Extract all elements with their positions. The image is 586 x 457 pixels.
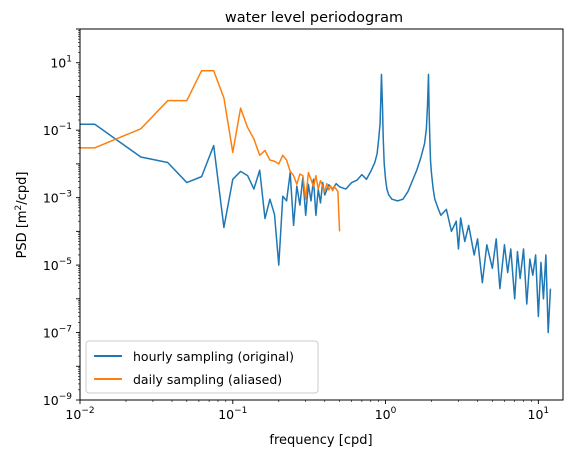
y-tick-label: 10−7 xyxy=(43,325,72,341)
y-axis-label: PSD [m2/cpd] xyxy=(14,172,30,259)
y-axis-label-sup: 2 xyxy=(14,205,24,211)
y-tick-label: 10−5 xyxy=(43,257,72,273)
x-tick-label: 100 xyxy=(375,406,397,422)
y-tick-label: 10−3 xyxy=(43,190,72,206)
series-line-0 xyxy=(80,73,552,334)
y-tick-label: 101 xyxy=(50,55,72,71)
plot-frame xyxy=(79,28,564,401)
legend-label-daily: daily sampling (aliased) xyxy=(133,372,282,387)
y-tick-label: 10−9 xyxy=(43,392,72,408)
legend-box xyxy=(85,340,319,394)
x-axis: 10−2 10−1 100 101 xyxy=(65,400,549,422)
legend: hourly sampling (original) daily samplin… xyxy=(85,340,319,394)
y-tick-label: 10−1 xyxy=(43,122,72,138)
legend-label-hourly: hourly sampling (original) xyxy=(133,349,294,364)
y-axis-label-tail: /cpd] xyxy=(15,172,30,205)
chart-title: water level periodogram xyxy=(225,10,403,26)
series-line-1 xyxy=(80,69,341,232)
x-tick-label: 10−1 xyxy=(218,406,247,422)
x-tick-label: 10−2 xyxy=(65,406,94,422)
y-axis: 10−9 10−7 10−5 10−3 10−1 101 xyxy=(43,28,80,408)
series-layer xyxy=(80,69,552,334)
y-axis-label-main: PSD [m xyxy=(15,210,30,258)
x-tick-label: 101 xyxy=(528,406,550,422)
x-axis-label: frequency [cpd] xyxy=(269,433,372,448)
